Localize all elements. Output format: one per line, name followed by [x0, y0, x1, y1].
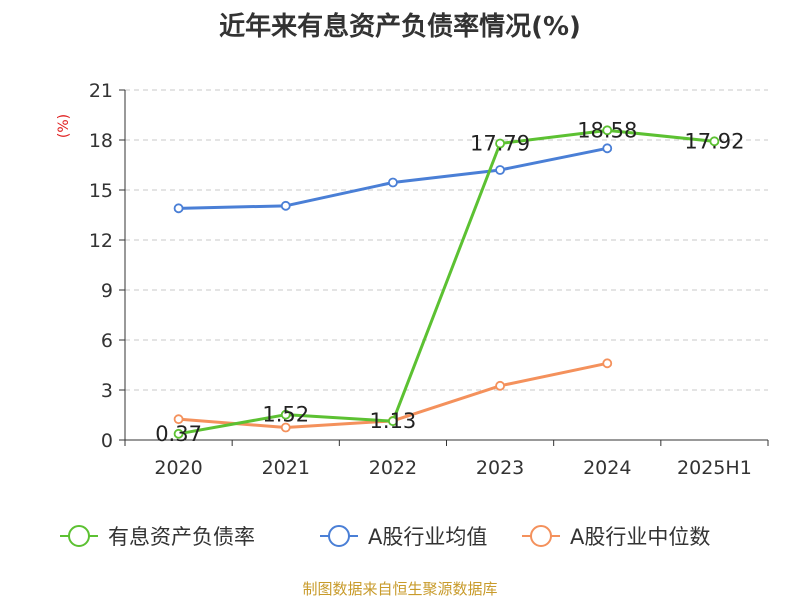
data-point [495, 138, 505, 149]
y-tick-label: 0 [101, 430, 113, 452]
series-line [178, 128, 715, 436]
legend-marker [328, 525, 350, 547]
y-tick-label: 12 [89, 230, 113, 252]
data-point [602, 125, 613, 136]
data-point [602, 358, 613, 369]
y-axis-label: (%) [56, 114, 72, 138]
data-point [280, 409, 291, 420]
y-tick-label: 21 [89, 80, 113, 102]
data-label: 1.13 [370, 409, 417, 433]
grid-lines [125, 89, 768, 391]
data-point [495, 380, 505, 391]
data-point [388, 177, 398, 188]
data-point [173, 203, 184, 214]
x-tick-label: 2024 [583, 457, 631, 479]
legend-label: A股行业中位数 [570, 525, 710, 549]
data-label: 17.79 [470, 132, 530, 156]
data-labels: 0.37 1.52 1.13 17.79 18.58 17.92 [155, 118, 744, 446]
chart-title: 近年来有息资产负债率情况(%) [219, 12, 581, 42]
data-point [388, 416, 398, 427]
data-point [602, 143, 613, 154]
data-point [495, 165, 505, 175]
x-tick-label: 2020 [154, 457, 202, 479]
data-point [173, 414, 184, 425]
y-tick-label: 18 [89, 130, 113, 152]
axes: 0 3 6 9 12 15 18 21 2020 2021 2022 2023 2024 2025H1 [89, 80, 769, 479]
x-tick-label: 2023 [476, 457, 524, 479]
y-tick-label: 15 [89, 180, 113, 202]
data-point [173, 428, 184, 439]
legend-label: A股行业均值 [368, 525, 487, 549]
x-tick-label: 2022 [369, 457, 417, 479]
legend-marker [68, 525, 90, 547]
data-label: 0.37 [155, 422, 202, 446]
series-lines [173, 125, 720, 439]
legend-marker [530, 525, 552, 547]
data-point [709, 136, 720, 147]
legend-label: 有息资产负债率 [108, 525, 255, 549]
data-label: 18.58 [577, 118, 637, 142]
source-footer: 制图数据来自恒生聚源数据库 [302, 580, 498, 598]
x-tick-label: 2021 [262, 457, 310, 479]
data-label: 17.92 [684, 129, 744, 153]
y-tick-label: 6 [101, 330, 113, 352]
legend: 有息资产负债率 A股行业均值 A股行业中位数 [60, 525, 710, 549]
data-point [280, 200, 291, 211]
y-tick-label: 3 [101, 380, 113, 402]
y-tick-label: 9 [101, 280, 113, 302]
data-label: 1.52 [262, 403, 309, 427]
data-point [280, 422, 291, 433]
x-tick-label: 2025H1 [677, 457, 752, 479]
